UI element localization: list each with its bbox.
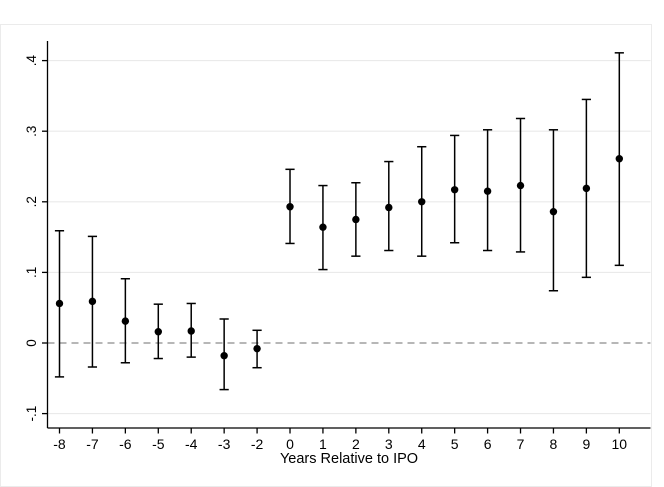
x-tick-label: 0 xyxy=(286,436,294,452)
point-estimate-marker xyxy=(483,187,492,195)
x-tick-label: 7 xyxy=(517,436,525,452)
errorbar-point-7 xyxy=(515,117,526,253)
y-tick-label: .4 xyxy=(24,54,39,66)
errorbar-point-2 xyxy=(351,181,361,257)
errorbar-point--4 xyxy=(186,302,196,358)
x-tick-label: 5 xyxy=(451,436,459,452)
x-tick-label: 6 xyxy=(484,436,492,452)
point-estimate-marker xyxy=(187,327,195,335)
point-estimate-marker xyxy=(319,223,327,231)
errorbar-point--7 xyxy=(87,235,98,368)
point-estimate-marker xyxy=(55,299,64,308)
point-estimate-marker xyxy=(220,352,228,360)
point-estimate-marker xyxy=(450,186,459,194)
errorbar-point-9 xyxy=(581,98,591,279)
point-estimate-marker xyxy=(418,198,426,206)
errorbar-point--2 xyxy=(252,329,262,369)
x-tick-label: 4 xyxy=(418,436,426,452)
point-estimate-marker xyxy=(385,203,393,212)
errorbar-point--5 xyxy=(153,303,163,360)
errorbar-point--8 xyxy=(54,229,65,378)
errorbar-point-10 xyxy=(614,52,624,267)
errorbar-point-1 xyxy=(318,184,328,271)
point-estimate-marker xyxy=(253,344,261,353)
errorbar-point-8 xyxy=(548,129,559,292)
point-estimate-marker xyxy=(549,207,558,216)
y-tick-label: -.1 xyxy=(24,406,39,422)
errorbar-point-4 xyxy=(417,145,427,257)
x-tick-label: -4 xyxy=(185,436,198,452)
y-tick-label: 0 xyxy=(24,339,39,347)
point-estimate-marker xyxy=(286,203,294,211)
point-estimate-marker xyxy=(352,215,360,224)
errorbar-point-5 xyxy=(450,134,460,244)
x-tick-label: -2 xyxy=(251,436,264,452)
x-tick-label: 10 xyxy=(612,436,628,452)
x-tick-label: -8 xyxy=(53,436,66,452)
x-tick-label: 2 xyxy=(352,436,360,452)
point-estimate-marker xyxy=(582,184,591,193)
x-tick-label: -6 xyxy=(119,436,132,452)
x-axis-title: Years Relative to IPO xyxy=(279,451,419,467)
y-tick-label: .2 xyxy=(24,196,39,207)
x-tick-label: -7 xyxy=(86,436,99,452)
x-tick-label: 8 xyxy=(550,436,558,452)
point-estimate-marker xyxy=(615,155,624,163)
y-tick-label: .3 xyxy=(24,126,39,137)
errorbar-point--3 xyxy=(219,318,229,391)
errorbar-point-6 xyxy=(482,129,493,252)
errorbar-point-0 xyxy=(285,168,295,245)
x-tick-label: -3 xyxy=(218,436,231,452)
x-tick-label: 3 xyxy=(385,436,393,452)
point-estimate-marker xyxy=(121,317,130,325)
point-estimate-marker xyxy=(516,181,525,190)
x-tick-label: -5 xyxy=(152,436,165,452)
point-estimate-marker xyxy=(154,328,162,336)
y-tick-label: .1 xyxy=(24,267,39,278)
x-tick-label: 9 xyxy=(582,436,590,452)
errorbar-point--6 xyxy=(120,278,130,364)
x-tick-label: 1 xyxy=(319,436,327,452)
point-estimate-marker xyxy=(88,297,97,306)
errorbar-point-3 xyxy=(384,160,394,252)
